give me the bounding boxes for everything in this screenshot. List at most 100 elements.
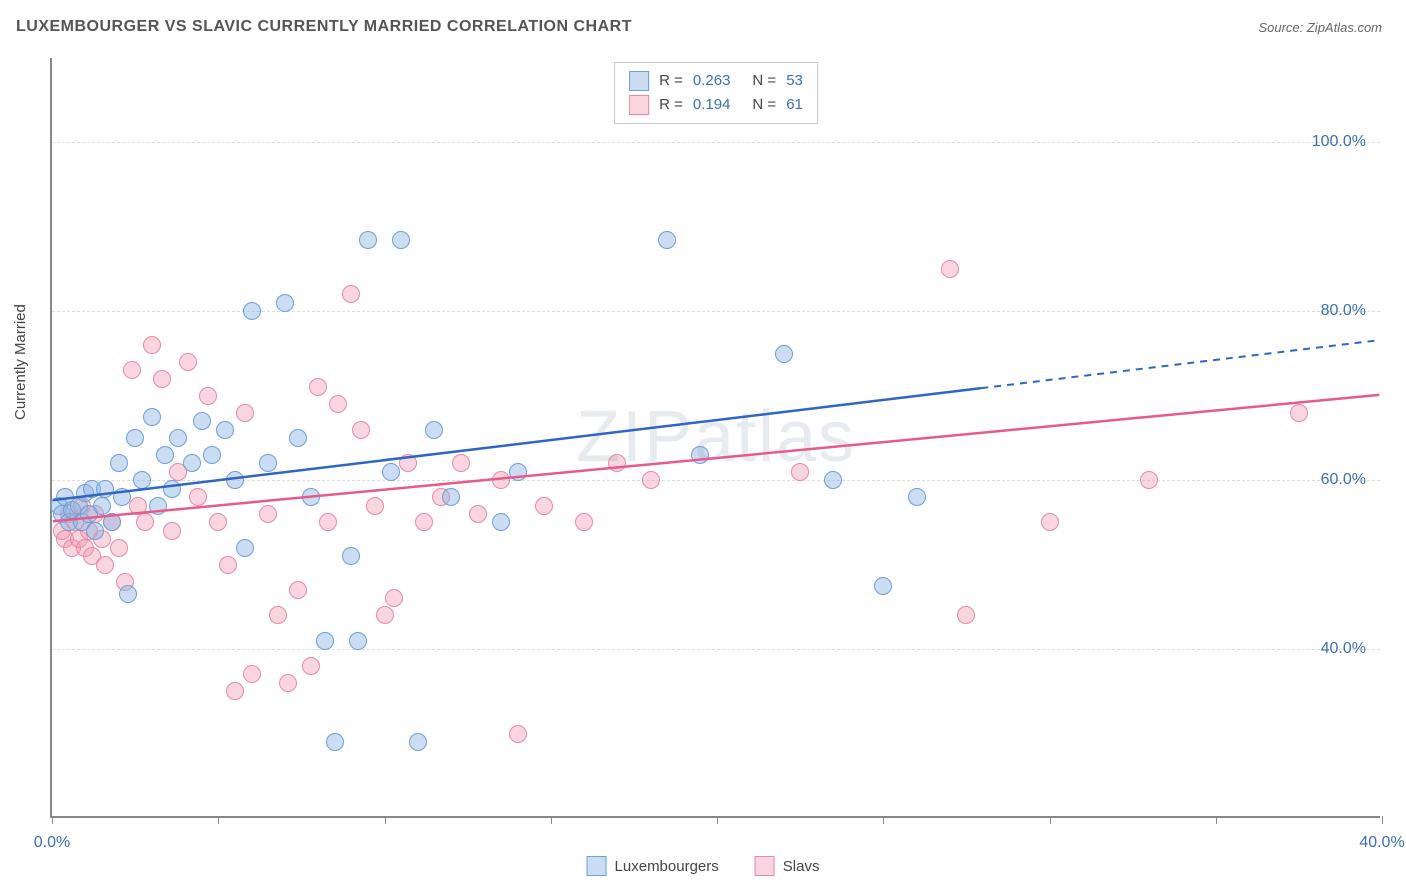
legend-n-value: 61: [786, 93, 803, 117]
scatter-point-lux: [143, 408, 161, 426]
source-label: Source: ZipAtlas.com: [1258, 20, 1382, 35]
scatter-point-lux: [492, 513, 510, 531]
legend-r-label: R =: [659, 69, 683, 93]
y-axis-label: Currently Married: [12, 304, 29, 420]
y-tick-label: 40.0%: [1321, 640, 1366, 658]
scatter-point-lux: [236, 539, 254, 557]
scatter-point-slav: [153, 370, 171, 388]
scatter-point-slav: [329, 395, 347, 413]
scatter-point-slav: [535, 497, 553, 515]
scatter-point-lux: [392, 231, 410, 249]
scatter-point-slav: [941, 260, 959, 278]
scatter-point-slav: [791, 463, 809, 481]
scatter-point-slav: [259, 505, 277, 523]
scatter-point-lux: [119, 585, 137, 603]
scatter-point-slav: [376, 606, 394, 624]
x-tick-label: 0.0%: [34, 834, 70, 852]
legend-swatch: [629, 71, 649, 91]
scatter-point-slav: [575, 513, 593, 531]
scatter-point-slav: [219, 556, 237, 574]
scatter-point-lux: [509, 463, 527, 481]
legend-correlation: R =0.263N =53R =0.194N =61: [614, 62, 818, 124]
chart-container: LUXEMBOURGER VS SLAVIC CURRENTLY MARRIED…: [0, 0, 1406, 892]
scatter-point-lux: [409, 733, 427, 751]
scatter-point-lux: [382, 463, 400, 481]
scatter-point-lux: [216, 421, 234, 439]
scatter-point-lux: [425, 421, 443, 439]
x-tick: [385, 816, 386, 824]
scatter-point-slav: [452, 454, 470, 472]
scatter-point-slav: [1140, 471, 1158, 489]
gridline-h: [52, 649, 1380, 650]
legend-series-item: Slavs: [755, 856, 820, 876]
scatter-point-slav: [163, 522, 181, 540]
scatter-point-slav: [199, 387, 217, 405]
legend-series-item: Luxembourgers: [587, 856, 719, 876]
scatter-point-lux: [133, 471, 151, 489]
trendline-lux: [53, 388, 982, 500]
scatter-point-slav: [236, 404, 254, 422]
scatter-point-lux: [775, 345, 793, 363]
scatter-point-slav: [123, 361, 141, 379]
x-tick: [717, 816, 718, 824]
scatter-point-lux: [96, 480, 114, 498]
legend-n-label: N =: [752, 93, 776, 117]
scatter-point-lux: [316, 632, 334, 650]
scatter-point-slav: [189, 488, 207, 506]
scatter-point-lux: [302, 488, 320, 506]
scatter-point-slav: [289, 581, 307, 599]
scatter-point-lux: [149, 497, 167, 515]
scatter-point-slav: [226, 682, 244, 700]
scatter-point-lux: [342, 547, 360, 565]
scatter-point-slav: [1041, 513, 1059, 531]
scatter-point-slav: [399, 454, 417, 472]
scatter-point-slav: [209, 513, 227, 531]
legend-series-label: Slavs: [783, 858, 820, 875]
x-tick: [1382, 816, 1383, 824]
scatter-point-slav: [469, 505, 487, 523]
scatter-point-lux: [824, 471, 842, 489]
scatter-point-slav: [269, 606, 287, 624]
scatter-point-slav: [279, 674, 297, 692]
scatter-point-lux: [326, 733, 344, 751]
gridline-h: [52, 480, 1380, 481]
legend-series: Luxembourgers Slavs: [587, 856, 820, 876]
legend-corr-row: R =0.194N =61: [629, 93, 803, 117]
scatter-point-lux: [169, 429, 187, 447]
scatter-point-lux: [658, 231, 676, 249]
scatter-point-lux: [276, 294, 294, 312]
x-tick: [551, 816, 552, 824]
scatter-point-lux: [874, 577, 892, 595]
legend-swatch: [587, 856, 607, 876]
legend-r-value: 0.263: [693, 69, 731, 93]
scatter-point-lux: [442, 488, 460, 506]
scatter-point-slav: [243, 665, 261, 683]
chart-title: LUXEMBOURGER VS SLAVIC CURRENTLY MARRIED…: [16, 18, 632, 36]
scatter-point-slav: [1290, 404, 1308, 422]
scatter-point-slav: [957, 606, 975, 624]
legend-corr-row: R = 0.263 N = 53: [629, 69, 803, 93]
scatter-point-slav: [608, 454, 626, 472]
scatter-point-slav: [179, 353, 197, 371]
legend-swatch: [629, 95, 649, 115]
scatter-point-lux: [93, 497, 111, 515]
legend-n-value: 53: [786, 69, 803, 93]
legend-series-label: Luxembourgers: [615, 858, 719, 875]
scatter-point-lux: [226, 471, 244, 489]
scatter-point-lux: [156, 446, 174, 464]
scatter-point-slav: [366, 497, 384, 515]
scatter-point-lux: [243, 302, 261, 320]
trend-lines: [52, 58, 1380, 816]
scatter-point-lux: [908, 488, 926, 506]
scatter-point-slav: [136, 513, 154, 531]
scatter-point-slav: [509, 725, 527, 743]
scatter-point-slav: [110, 539, 128, 557]
scatter-point-lux: [289, 429, 307, 447]
scatter-point-slav: [352, 421, 370, 439]
scatter-point-lux: [86, 522, 104, 540]
legend-swatch: [755, 856, 775, 876]
legend-n-label: N =: [752, 69, 776, 93]
scatter-point-slav: [385, 589, 403, 607]
legend-r-label: R =: [659, 93, 683, 117]
x-tick: [1216, 816, 1217, 824]
